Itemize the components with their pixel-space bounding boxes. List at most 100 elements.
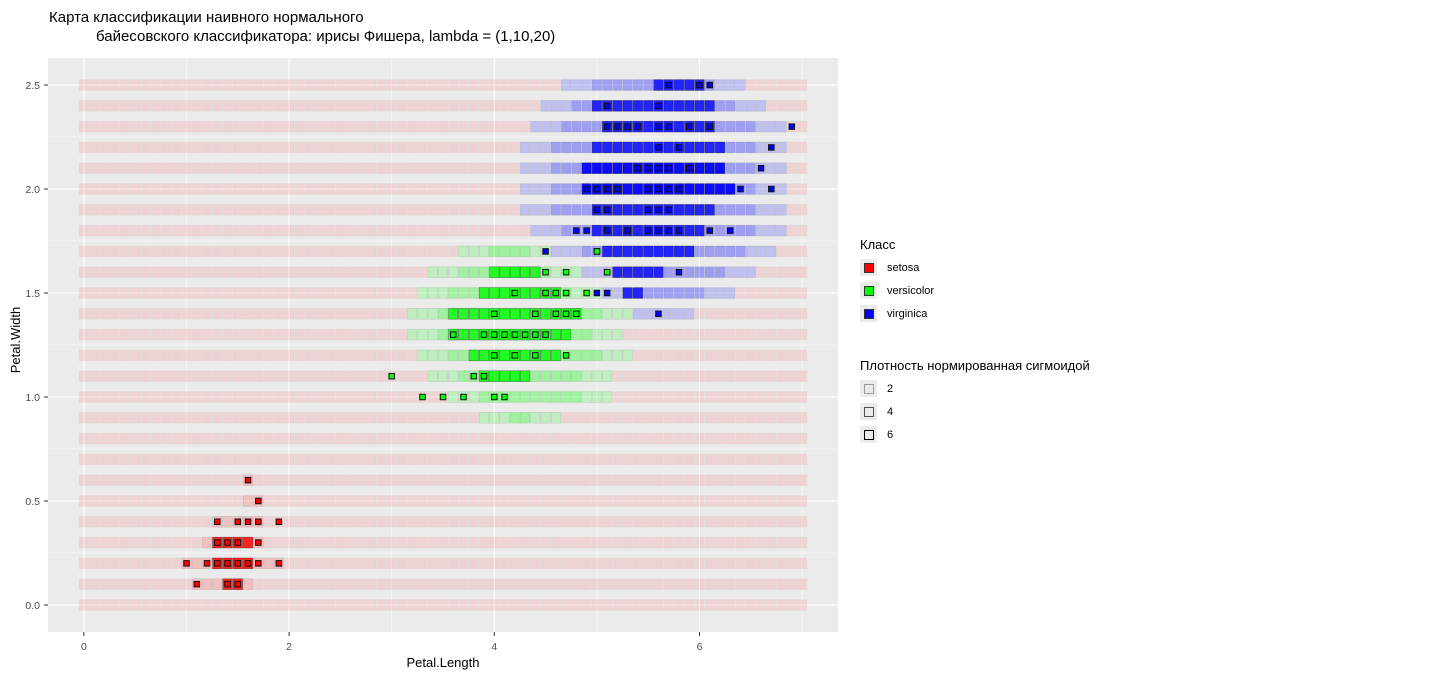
cell-setosa bbox=[366, 349, 376, 361]
cell-setosa bbox=[397, 287, 407, 299]
point-virginica bbox=[788, 123, 796, 130]
cell-versicolor bbox=[499, 370, 510, 382]
cell-setosa bbox=[530, 433, 541, 444]
cell-setosa bbox=[201, 536, 213, 549]
cell-setosa bbox=[417, 412, 428, 424]
cell-setosa bbox=[694, 391, 705, 403]
cell-setosa bbox=[191, 266, 202, 278]
cell-setosa bbox=[304, 412, 315, 424]
cell-setosa bbox=[612, 412, 623, 424]
cell-setosa bbox=[171, 537, 182, 548]
cell-setosa bbox=[468, 79, 479, 91]
cell-setosa bbox=[376, 578, 387, 590]
cell-setosa bbox=[386, 349, 397, 361]
point-virginica bbox=[665, 81, 672, 89]
cell-setosa bbox=[427, 162, 438, 174]
cell-virginica bbox=[530, 224, 541, 237]
cell-virginica bbox=[602, 141, 613, 154]
cell-setosa bbox=[263, 578, 274, 590]
cell-setosa bbox=[89, 142, 99, 153]
cell-setosa bbox=[499, 142, 510, 153]
cell-setosa bbox=[345, 557, 356, 569]
cell-setosa bbox=[407, 599, 418, 611]
cell-setosa bbox=[243, 412, 253, 424]
cell-setosa bbox=[448, 433, 459, 444]
cell-setosa bbox=[756, 557, 766, 569]
cell-setosa bbox=[345, 162, 356, 174]
cell-setosa bbox=[479, 453, 489, 465]
cell-setosa bbox=[766, 474, 777, 486]
cell-setosa bbox=[633, 433, 643, 444]
cell-setosa bbox=[274, 266, 284, 278]
cell-virginica bbox=[622, 79, 633, 91]
cell-setosa bbox=[653, 578, 664, 590]
cell-setosa bbox=[386, 537, 397, 548]
cell-setosa bbox=[89, 183, 99, 195]
cell-setosa bbox=[633, 412, 643, 424]
cell-setosa bbox=[79, 474, 89, 486]
cell-setosa bbox=[212, 142, 223, 153]
cell-setosa bbox=[766, 329, 777, 341]
cell-virginica bbox=[643, 79, 654, 91]
legend-swatch-density-6 bbox=[863, 429, 874, 440]
point-setosa bbox=[275, 518, 283, 526]
cell-setosa bbox=[663, 453, 674, 465]
cell-setosa bbox=[479, 183, 489, 195]
cell-setosa bbox=[140, 79, 151, 91]
cell-setosa bbox=[376, 266, 387, 278]
cell-setosa bbox=[253, 266, 264, 278]
cell-setosa bbox=[622, 557, 633, 569]
cell-versicolor bbox=[478, 349, 490, 362]
cell-versicolor bbox=[581, 391, 592, 403]
cell-setosa bbox=[150, 412, 161, 424]
cell-setosa bbox=[161, 246, 171, 257]
cell-setosa bbox=[510, 162, 520, 174]
cell-virginica bbox=[745, 224, 756, 237]
cell-setosa bbox=[130, 183, 140, 195]
cell-setosa bbox=[89, 308, 99, 320]
point-setosa bbox=[255, 539, 262, 546]
cell-setosa bbox=[386, 246, 397, 257]
cell-virginica bbox=[550, 162, 561, 174]
cell-setosa bbox=[592, 599, 602, 611]
cell-versicolor bbox=[591, 328, 602, 341]
cell-setosa bbox=[530, 599, 541, 611]
cell-setosa bbox=[191, 557, 202, 570]
cell-setosa bbox=[427, 246, 438, 257]
cell-setosa bbox=[499, 162, 510, 174]
cell-setosa bbox=[212, 433, 223, 444]
cell-setosa bbox=[171, 433, 182, 444]
cell-setosa bbox=[150, 516, 161, 528]
axes: 0 2 4 60.00.51.01.52.02.5 bbox=[25, 80, 702, 653]
cell-setosa bbox=[787, 453, 797, 465]
cell-setosa bbox=[274, 204, 284, 216]
cell-setosa bbox=[161, 370, 171, 382]
cell-setosa bbox=[787, 349, 797, 361]
cell-setosa bbox=[140, 246, 151, 257]
cell-setosa bbox=[438, 537, 448, 548]
cell-setosa bbox=[335, 516, 346, 528]
cell-setosa bbox=[468, 412, 479, 424]
cell-setosa bbox=[284, 537, 294, 548]
legend-swatch-versicolor bbox=[863, 285, 874, 296]
cell-setosa bbox=[684, 329, 695, 341]
cell-setosa bbox=[694, 516, 705, 528]
cell-setosa bbox=[397, 349, 407, 361]
cell-virginica bbox=[561, 79, 572, 91]
cell-setosa bbox=[202, 204, 212, 216]
cell-setosa bbox=[253, 349, 264, 361]
cell-setosa bbox=[335, 246, 346, 257]
cell-setosa bbox=[335, 537, 346, 548]
cell-setosa bbox=[284, 453, 294, 465]
cell-setosa bbox=[756, 453, 766, 465]
cell-setosa bbox=[243, 162, 253, 174]
cell-virginica bbox=[612, 162, 623, 174]
cell-setosa bbox=[356, 329, 366, 341]
cell-setosa bbox=[222, 142, 233, 153]
cell-setosa bbox=[79, 349, 89, 361]
cell-setosa bbox=[540, 79, 551, 91]
cell-setosa bbox=[79, 183, 89, 195]
cell-versicolor bbox=[478, 391, 490, 403]
cell-setosa bbox=[222, 349, 233, 361]
cell-versicolor bbox=[591, 308, 602, 320]
